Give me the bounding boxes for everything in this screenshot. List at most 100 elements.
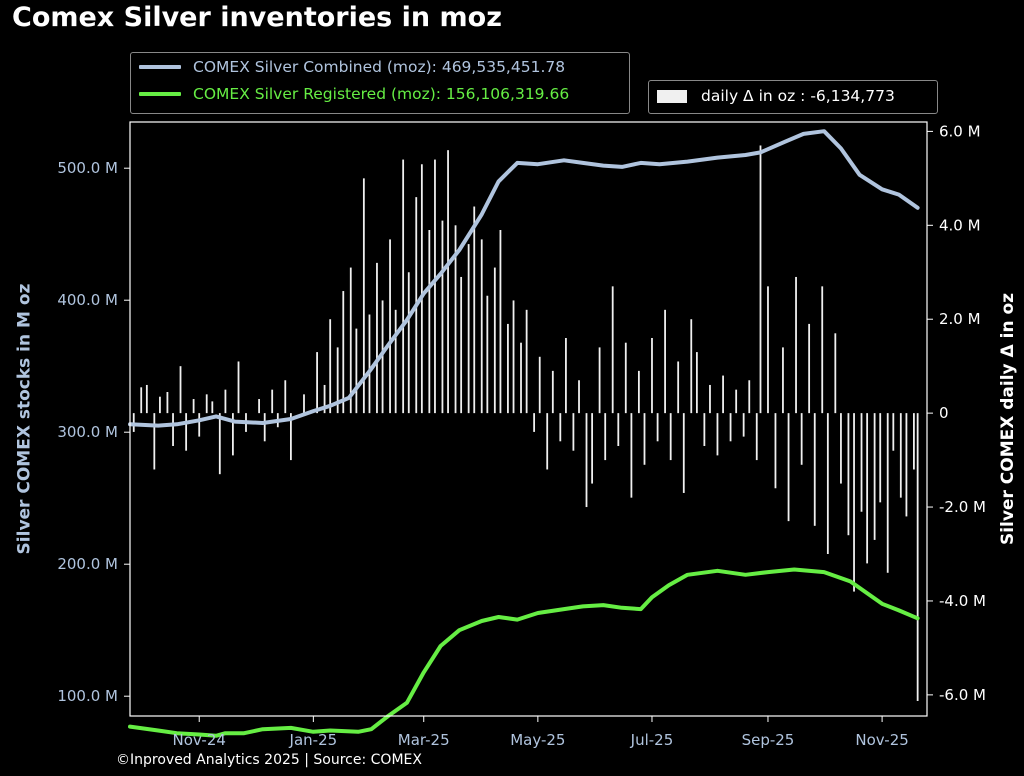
delta-bar [303, 394, 305, 414]
delta-bar [709, 384, 711, 414]
delta-bar [198, 413, 201, 437]
source-footer: ©Inproved Analytics 2025 | Source: COMEX [116, 752, 422, 768]
delta-bar [559, 413, 562, 442]
delta-bar [376, 262, 378, 414]
delta-bar [637, 370, 640, 414]
delta-bar [389, 239, 391, 414]
delta-bar [767, 286, 769, 414]
right-axis-tick-label: -2.0 M [939, 498, 986, 516]
delta-bar [795, 276, 797, 414]
delta-bar [755, 413, 758, 461]
delta-bar [834, 333, 837, 414]
right-axis-tick-label: -6.0 M [939, 686, 986, 704]
delta-bar [289, 413, 292, 461]
right-axis-tick-label: 4.0 M [939, 216, 981, 234]
delta-bar [467, 244, 470, 414]
delta-bar [434, 159, 436, 414]
delta-bar [643, 413, 646, 465]
delta-bar [342, 291, 345, 414]
delta-bar [551, 370, 554, 414]
delta-bar [172, 413, 174, 446]
delta-bar [533, 413, 536, 432]
delta-bar [420, 164, 423, 414]
delta-bar [879, 413, 882, 503]
delta-bar [237, 361, 240, 414]
plot-frame [129, 121, 928, 717]
delta-bar [759, 145, 762, 414]
delta-bar [703, 413, 706, 446]
delta-bar [493, 267, 496, 414]
delta-bar [742, 413, 745, 437]
left-axis-tick-label: 400.0 M [57, 291, 118, 309]
delta-bar [716, 413, 719, 456]
delta-bar [460, 276, 463, 414]
delta-bar [690, 319, 693, 414]
delta-bar [664, 309, 666, 414]
delta-bar [782, 347, 784, 414]
legend-entry-registered: COMEX Silver Registered (moz): 156,106,3… [139, 85, 569, 103]
delta-bar [486, 295, 489, 414]
delta-bar [185, 413, 188, 451]
delta-bar [362, 178, 365, 414]
delta-bar [729, 413, 732, 442]
left-axis-tick-label: 200.0 M [57, 555, 118, 573]
x-axis-tick-label: Sep-25 [742, 731, 795, 749]
chart-title: Comex Silver inventories in moz [12, 2, 502, 33]
delta-bar [905, 413, 908, 517]
delta-bar [258, 399, 260, 414]
legend-swatch-delta [657, 89, 687, 103]
delta-bar [355, 328, 358, 414]
delta-bar [153, 413, 156, 470]
delta-bar [525, 309, 528, 414]
delta-bar [349, 267, 352, 414]
delta-bar [630, 413, 633, 498]
delta-bar [231, 413, 234, 456]
delta-bar [402, 159, 405, 414]
delta-bar [800, 413, 803, 465]
x-axis-tick-label: Jan-25 [289, 731, 338, 749]
delta-bar [368, 314, 371, 414]
delta-bar [538, 356, 541, 414]
series-lines [128, 129, 920, 738]
right-axis-tick-label: 2.0 M [939, 310, 981, 328]
delta-bar [218, 413, 221, 475]
delta-bar [145, 384, 148, 414]
x-axis-tick-label: Nov-24 [173, 731, 226, 749]
delta-bar [735, 389, 738, 414]
delta-bar [787, 413, 790, 522]
delta-bar [271, 389, 274, 414]
delta-bar [381, 300, 384, 414]
delta-bar [656, 413, 659, 442]
delta-bar [847, 413, 850, 536]
delta-bar [192, 399, 195, 414]
left-axis-title: Silver COMEX stocks in M oz [13, 283, 34, 555]
delta-bar [546, 413, 549, 470]
delta-bar [748, 380, 751, 414]
delta-bar [316, 352, 318, 414]
delta-bar [669, 413, 672, 461]
delta-bar [336, 347, 339, 414]
delta-bar [394, 309, 397, 414]
delta-bar [572, 413, 575, 451]
delta-bar [473, 206, 476, 414]
delta-bar [651, 338, 653, 414]
delta-bar [677, 361, 680, 414]
delta-bar [866, 413, 869, 564]
delta-bar [624, 342, 627, 414]
right-axis-title: Silver COMEX daily Δ in oz [998, 292, 1019, 546]
series-line-combined [128, 129, 920, 428]
right-axis-tick-label: 6.0 M [939, 122, 981, 140]
delta-bar [224, 389, 227, 414]
delta-bar [454, 225, 457, 414]
delta-bar [140, 387, 143, 414]
delta-bar [873, 413, 876, 540]
delta-bar [512, 300, 515, 414]
legend-label-registered: COMEX Silver Registered (moz): 156,106,3… [193, 85, 570, 103]
delta-bar [892, 413, 895, 451]
delta-bar [860, 413, 863, 512]
delta-bar [166, 392, 169, 414]
x-axis-tick-label: May-25 [510, 731, 565, 749]
legend-series: COMEX Silver Combined (moz): 469,535,451… [130, 52, 630, 114]
delta-bar [913, 413, 915, 470]
